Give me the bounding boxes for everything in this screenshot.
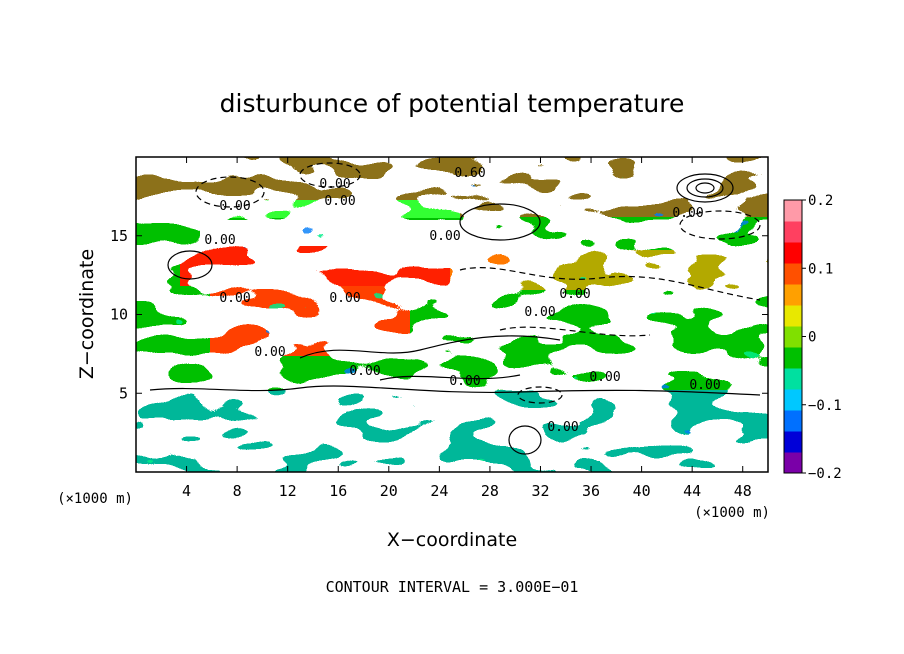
x-tick-label: 4 [182, 482, 191, 500]
colorbar-swatch [784, 347, 802, 369]
x-unit-right: (×1000 m) [694, 505, 770, 521]
colorbar-tick-label: −0.2 [808, 466, 842, 482]
x-tick-label: 32 [531, 482, 549, 500]
colorbar-labels: 0.2 0.1 0 −0.1 −0.2 [802, 193, 842, 482]
contour-label: 0.00 [547, 420, 578, 435]
x-axis-ticks: 4 8 12 16 20 24 28 32 36 40 44 48 [182, 157, 752, 500]
x-axis-label: X−coordinate [387, 529, 517, 551]
contour-label: 0.00 [449, 374, 480, 389]
contour-label: 0.00 [672, 206, 703, 221]
heatmap-field [136, 157, 768, 472]
contour-label: 0.00 [324, 194, 355, 209]
x-tick-label: 36 [582, 482, 600, 500]
colorbar-swatch [784, 452, 802, 474]
colorbar-swatch [784, 389, 802, 411]
colorbar-swatch [784, 200, 802, 222]
y-tick-label: 15 [110, 227, 128, 245]
x-tick-label: 28 [481, 482, 499, 500]
contour-label: 0.00 [219, 291, 250, 306]
colorbar-tick-label: 0.1 [808, 261, 833, 277]
contour-interval-note: CONTOUR INTERVAL = 3.000E−01 [326, 578, 579, 596]
x-tick-label: 44 [683, 482, 701, 500]
x-tick-label: 16 [329, 482, 347, 500]
colorbar-swatches [784, 200, 802, 474]
contour-label: 0.00 [254, 345, 285, 360]
colorbar-swatch [784, 305, 802, 327]
colorbar-swatch [784, 221, 802, 243]
y-axis-ticks: 5 10 15 [110, 227, 768, 402]
contour-label: 0.00 [689, 378, 720, 393]
colorbar-tick-label: −0.1 [808, 398, 842, 414]
contour-label: 0.00 [524, 305, 555, 320]
contour-label: 0.00 [219, 199, 250, 214]
contour-lines-negative [195, 162, 761, 404]
colorbar-swatch [784, 242, 802, 264]
y-tick-label: 10 [110, 306, 128, 324]
contour-label: 0.00 [559, 287, 590, 302]
colorbar-tick-label: 0 [808, 330, 816, 346]
colorbar-swatch [784, 410, 802, 432]
contour-labels: 0.00 0.00 0.60 0.00 0.00 0.00 0.00 0.00 0.00 0.00… [204, 166, 720, 435]
field-white-regions [136, 157, 768, 472]
y-tick-label: 5 [119, 384, 128, 402]
contour-label: 0.00 [319, 177, 350, 192]
contour-label: 0.60 [454, 166, 485, 181]
x-tick-label: 12 [279, 482, 297, 500]
contour-label: 0.00 [589, 370, 620, 385]
colorbar-swatch [784, 326, 802, 348]
colorbar-swatch [784, 368, 802, 390]
x-tick-label: 40 [633, 482, 651, 500]
colorbar: 0.2 0.1 0 −0.1 −0.2 [783, 193, 842, 482]
contour-lines [149, 173, 761, 455]
contour-label: 0.00 [329, 291, 360, 306]
x-tick-label: 20 [380, 482, 398, 500]
x-unit-left: (×1000 m) [57, 491, 133, 507]
x-tick-label: 24 [430, 482, 448, 500]
plot-area: 0.00 0.00 0.60 0.00 0.00 0.00 0.00 0.00 0.00 0.00… [110, 156, 769, 500]
y-axis-label: Z−coordinate [76, 249, 98, 379]
contour-label: 0.00 [349, 364, 380, 379]
contour-label: 0.00 [429, 229, 460, 244]
contour-label: 0.00 [204, 233, 235, 248]
colorbar-swatch [784, 284, 802, 306]
x-tick-label: 8 [233, 482, 242, 500]
colorbar-tick-label: 0.2 [808, 193, 833, 209]
colorbar-swatch [784, 263, 802, 285]
colorbar-swatch [784, 431, 802, 453]
x-tick-label: 48 [734, 482, 752, 500]
chart-title: disturbunce of potential temperature [220, 89, 685, 118]
